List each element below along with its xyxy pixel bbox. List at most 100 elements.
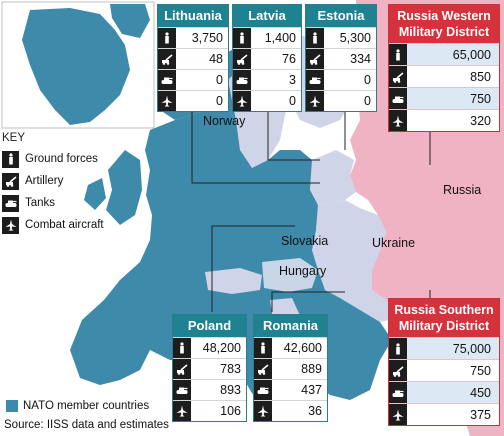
combat-aircraft-icon [306,91,324,111]
ground-forces-icon [389,338,407,359]
austria-swiss-region [205,268,262,294]
ground-forces-icon [389,44,407,65]
latvia-title: Latvia [233,5,301,27]
combat-aircraft-row: 0 [306,90,376,111]
artillery-value: 783 [220,362,241,376]
label-hungary: Hungary [279,264,327,278]
label-slovakia: Slovakia [281,234,329,248]
key-item-tanks: Tanks [2,192,140,214]
ground-forces-value: 5,300 [339,31,371,45]
tanks-value: 437 [301,383,322,397]
artillery-row: 889 [254,358,327,379]
lithuania-title: Lithuania [158,5,228,27]
ground-forces-row: 48,200 [173,337,246,358]
key-label: Tanks [25,197,56,209]
nato-swatch [6,400,18,412]
ground-forces-icon [306,28,324,48]
artillery-row: 48 [158,48,228,69]
russia-southern-title: Russia Southern Military District [389,299,499,337]
romania-title: Romania [254,315,327,337]
artillery-icon [254,359,272,379]
russia-western-box: Russia Western Military District 65,000 … [388,4,500,132]
artillery-value: 889 [301,362,322,376]
combat-aircraft-value: 0 [364,94,371,108]
combat-aircraft-value: 106 [220,404,241,418]
tanks-icon [2,194,19,212]
artillery-icon [389,360,407,381]
tanks-icon [233,70,251,90]
combat-aircraft-icon [389,404,407,425]
artillery-row: 750 [389,359,499,381]
combat-aircraft-value: 0 [289,94,296,108]
belarus-region [310,150,356,205]
ground-forces-value: 3,750 [191,31,223,45]
combat-aircraft-value: 36 [308,404,322,418]
artillery-icon [389,66,407,87]
artillery-icon [2,172,19,190]
tanks-value: 3 [289,73,296,87]
estonia-title: Estonia [306,5,376,27]
ground-forces-row: 75,000 [389,337,499,359]
combat-aircraft-icon [254,401,272,421]
combat-aircraft-row: 106 [173,400,246,421]
ireland-region [84,178,106,210]
artillery-value: 850 [470,69,491,84]
tanks-value: 893 [220,383,241,397]
key-item-combat-aircraft: Combat aircraft [2,214,140,236]
ground-forces-row: 42,600 [254,337,327,358]
artillery-row: 850 [389,65,499,87]
artillery-icon [306,49,324,69]
combat-aircraft-icon [389,110,407,131]
combat-aircraft-icon [233,91,251,111]
tanks-icon [173,380,191,400]
ground-forces-icon [173,338,191,358]
ground-forces-value: 65,000 [452,47,491,62]
key-label: Artillery [25,175,64,187]
key-item-artillery: Artillery [2,170,140,192]
poland-title: Poland [173,315,246,337]
label-norway: Norway [203,114,246,128]
tanks-value: 750 [470,91,491,106]
hungary-slovakia-region [262,258,318,292]
combat-aircraft-row: 375 [389,403,499,425]
uk-region [106,150,142,225]
tanks-row: 0 [306,69,376,90]
label-russia: Russia [443,183,482,197]
ground-forces-row: 1,400 [233,27,301,48]
combat-aircraft-icon [173,401,191,421]
combat-aircraft-row: 0 [233,90,301,111]
ground-forces-row: 3,750 [158,27,228,48]
tanks-icon [389,382,407,403]
combat-aircraft-icon [158,91,176,111]
tanks-icon [158,70,176,90]
artillery-row: 76 [233,48,301,69]
artillery-row: 783 [173,358,246,379]
artillery-icon [173,359,191,379]
ground-forces-value: 42,600 [283,341,322,355]
artillery-value: 334 [350,52,371,66]
key-title: KEY [2,132,26,144]
tanks-row: 893 [173,379,246,400]
ground-forces-row: 65,000 [389,43,499,65]
ground-forces-value: 48,200 [202,341,241,355]
romania-box: Romania 42,600 889 437 36 [253,314,328,422]
tanks-icon [254,380,272,400]
tanks-value: 0 [216,73,223,87]
label-ukraine: Ukraine [372,236,416,250]
combat-aircraft-icon [2,216,19,234]
lithuania-box: Lithuania 3,750 48 0 0 [157,4,229,112]
ground-forces-icon [158,28,176,48]
connector-lines [191,104,431,312]
combat-aircraft-row: 36 [254,400,327,421]
latvia-box: Latvia 1,400 76 3 0 [232,4,302,112]
artillery-row: 334 [306,48,376,69]
combat-aircraft-value: 320 [470,113,491,128]
key-label: Ground forces [25,153,98,165]
ground-forces-value: 1,400 [264,31,296,45]
tanks-row: 450 [389,381,499,403]
ground-forces-icon [233,28,251,48]
estonia-box: Estonia 5,300 334 0 0 [305,4,377,112]
source-note: Source: IISS data and estimates [4,419,169,431]
ground-forces-icon [2,150,19,168]
combat-aircraft-value: 0 [216,94,223,108]
